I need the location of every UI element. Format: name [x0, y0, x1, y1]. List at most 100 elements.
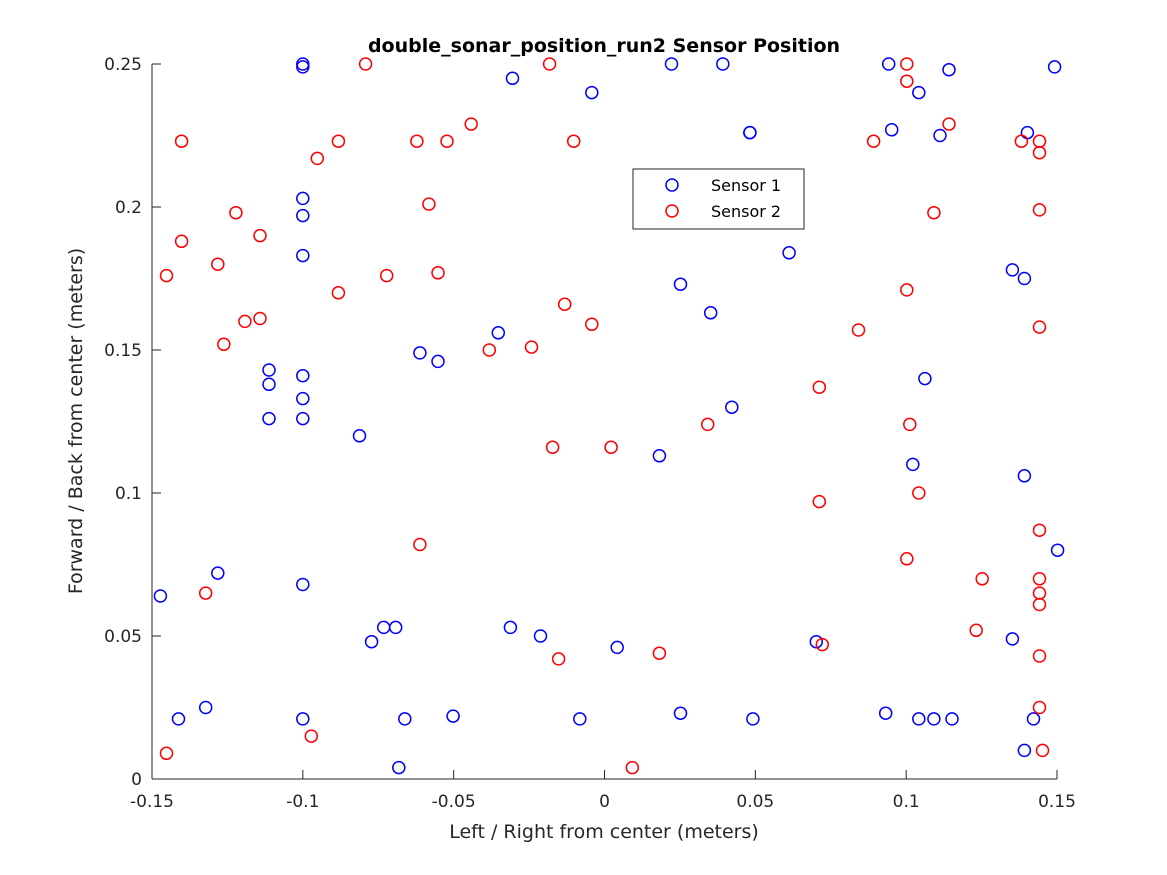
data-point: [533, 629, 548, 643]
data-point: [585, 317, 599, 332]
data-point: [358, 57, 373, 71]
data-point: [1026, 712, 1041, 726]
legend-label-sensor-2: Sensor 2: [711, 202, 781, 221]
data-point: [310, 151, 325, 166]
data-point: [1032, 523, 1047, 537]
data-point: [912, 85, 926, 100]
data-point: [1047, 60, 1062, 74]
data-point: [174, 234, 189, 249]
data-point: [413, 346, 427, 360]
data-point: [900, 74, 914, 88]
data-point: [942, 62, 956, 77]
data-point: [716, 57, 730, 71]
data-point: [253, 311, 267, 326]
x-tick-label: 0: [599, 792, 610, 812]
data-point: [551, 652, 566, 666]
data-point: [975, 572, 989, 586]
data-point: [296, 712, 310, 726]
data-point: [262, 411, 276, 426]
data-point: [464, 117, 478, 131]
data-point: [878, 706, 893, 720]
data-point: [1005, 632, 1020, 646]
data-point: [652, 449, 667, 463]
data-point: [1032, 145, 1047, 160]
data-point: [652, 646, 667, 660]
data-point: [900, 283, 914, 297]
data-point: [573, 712, 587, 726]
data-point: [431, 354, 445, 369]
data-point: [171, 712, 186, 726]
data-point: [211, 566, 225, 580]
data-point: [815, 637, 830, 652]
data-point: [812, 380, 827, 394]
y-axis-title: Forward / Back from center (meters): [65, 248, 87, 594]
data-point: [217, 337, 231, 352]
data-point: [927, 712, 941, 726]
data-point: [503, 620, 518, 635]
data-point: [1032, 700, 1047, 715]
data-point: [851, 323, 866, 337]
x-tick-label: -0.05: [432, 792, 476, 812]
data-point: [866, 134, 881, 148]
data-point: [725, 400, 739, 414]
data-point: [296, 208, 310, 223]
plot-area: [152, 64, 1057, 779]
data-point: [296, 577, 310, 592]
data-point: [906, 457, 920, 472]
data-point: [491, 326, 506, 340]
data-point: [945, 712, 959, 726]
data-point: [782, 246, 796, 260]
data-point: [1005, 263, 1020, 277]
data-point: [884, 123, 899, 137]
x-axis-ticks: -0.15 -0.1 -0.05 0 0.05 0.1 0.15: [130, 770, 1076, 812]
data-point: [296, 60, 310, 74]
data-point: [159, 746, 174, 761]
legend-marker-sensor-2: [665, 204, 679, 218]
y-axis-ticks: 0 0.05 0.1 0.15 0.2 0.25: [104, 55, 161, 790]
data-point: [566, 134, 581, 148]
data-point: [296, 368, 310, 383]
series-2-points: [159, 57, 1050, 775]
data-point: [446, 709, 460, 723]
data-point: [933, 128, 947, 143]
data-point: [927, 205, 941, 220]
data-point: [673, 277, 688, 291]
data-point: [700, 417, 715, 432]
data-point: [422, 197, 436, 211]
data-point: [262, 377, 276, 392]
chart-title: double_sonar_position_run2 Sensor Positi…: [368, 35, 840, 57]
data-point: [1014, 134, 1029, 148]
legend-label-sensor-1: Sensor 1: [711, 176, 781, 195]
legend-marker-sensor-1: [665, 178, 679, 192]
data-point: [881, 57, 896, 71]
data-point: [743, 125, 757, 140]
y-tick-label: 0.2: [115, 198, 142, 218]
data-point: [900, 552, 914, 566]
data-point: [296, 248, 310, 263]
data-point: [809, 634, 824, 649]
data-point: [604, 440, 618, 454]
data-point: [410, 134, 424, 148]
data-point: [542, 57, 557, 71]
data-point: [331, 286, 346, 300]
x-tick-label: -0.15: [130, 792, 174, 812]
y-tick-label: 0: [131, 770, 142, 790]
x-tick-label: 0.05: [736, 792, 774, 812]
data-point: [625, 760, 640, 775]
y-tick-label: 0.05: [104, 627, 142, 647]
data-point: [1032, 320, 1047, 334]
data-point: [703, 306, 718, 320]
data-point: [969, 623, 983, 638]
data-point: [440, 134, 454, 148]
x-tick-label: 0.15: [1038, 792, 1076, 812]
data-point: [1032, 203, 1047, 217]
data-point: [296, 191, 310, 206]
legend: Sensor 1 Sensor 2: [632, 168, 805, 230]
data-point: [505, 71, 520, 86]
data-point: [392, 760, 406, 775]
data-point: [413, 537, 427, 552]
data-point: [153, 589, 168, 603]
x-tick-label: -0.1: [286, 792, 319, 812]
data-point: [174, 134, 189, 148]
data-point: [900, 57, 914, 71]
